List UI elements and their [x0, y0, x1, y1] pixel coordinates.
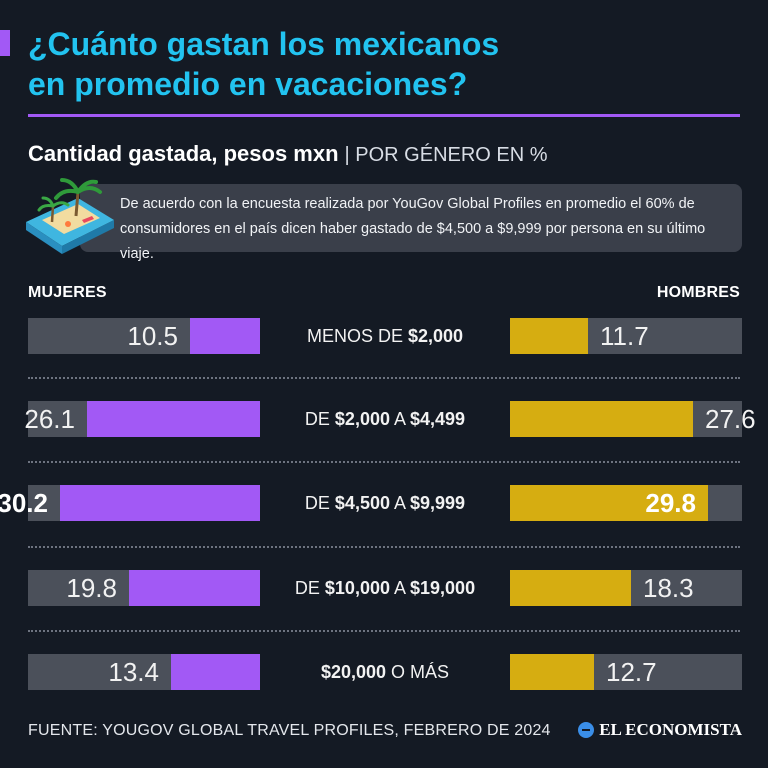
category-label: DE $2,000 A $4,499	[260, 401, 510, 437]
category-amount-to: $4,499	[410, 409, 466, 429]
chart-subtitle: Cantidad gastada, pesos mxn | POR GÉNERO …	[28, 140, 548, 169]
title-divider	[28, 114, 740, 117]
women-bar	[87, 401, 260, 437]
men-value: 29.8	[645, 488, 696, 518]
category-connector: O MÁS	[386, 662, 450, 682]
survey-note-text: De acuerdo con la encuesta realizada por…	[120, 196, 706, 262]
men-bar	[510, 318, 588, 354]
subtitle-main: Cantidad gastada, pesos mxn	[28, 141, 339, 166]
logo-text: EL ECONOMISTA	[599, 720, 742, 739]
row-divider	[28, 546, 740, 548]
men-bar	[510, 485, 708, 521]
title-accent-bar	[0, 30, 10, 56]
survey-note: De acuerdo con la encuesta realizada por…	[80, 184, 742, 262]
women-track: 30.2	[0, 485, 260, 521]
title-line-2: en promedio en vacaciones?	[28, 66, 468, 102]
women-bar	[129, 570, 260, 606]
category-label: MENOS DE $2,000	[260, 318, 510, 354]
category-amount-from: $4,500	[334, 493, 390, 513]
category-prefix: DE	[304, 493, 335, 513]
category-amount-from: $20,000	[320, 662, 387, 682]
men-value: 18.3	[643, 573, 694, 603]
women-value: 10.5	[127, 321, 178, 351]
category-amount-from: $10,000	[324, 578, 390, 598]
category-amount-to: $9,999	[410, 493, 466, 513]
women-value: 19.8	[66, 573, 117, 603]
logo-icon	[578, 722, 595, 738]
men-track: 29.8	[510, 485, 742, 521]
women-value: 26.1	[24, 404, 75, 434]
men-value: 12.7	[606, 657, 657, 687]
men-track: 11.7	[510, 318, 742, 354]
women-column-header: MUJERES	[28, 284, 107, 301]
category-prefix: MENOS DE	[306, 326, 408, 346]
subtitle-secondary: | POR GÉNERO EN %	[344, 144, 548, 166]
chart-row: 26.1 DE $2,000 A $4,499 27.6	[0, 401, 768, 437]
women-track: 10.5	[28, 318, 260, 354]
category-prefix: DE	[294, 578, 325, 598]
women-value: 13.4	[108, 657, 159, 687]
men-bar	[510, 654, 594, 690]
chart-row: 19.8 DE $10,000 A $19,000 18.3	[0, 570, 768, 606]
row-divider	[28, 630, 740, 632]
page-title: ¿Cuánto gastan los mexicanos en promedio…	[28, 24, 499, 104]
men-column-header: HOMBRES	[656, 284, 740, 301]
category-amount-to: $19,000	[410, 578, 476, 598]
chart-row: 13.4 $20,000 O MÁS 12.7	[0, 654, 768, 690]
category-connector: A	[389, 409, 411, 429]
title-line-1: ¿Cuánto gastan los mexicanos	[28, 26, 500, 62]
chart-row: 30.2 DE $4,500 A $9,999 29.8	[0, 485, 768, 521]
men-track: 27.6	[510, 401, 756, 437]
chart-row: 10.5 MENOS DE $2,000 11.7	[0, 318, 768, 354]
women-value: 30.2	[0, 488, 48, 518]
publisher-logo: EL ECONOMISTA	[578, 720, 742, 740]
women-bar	[190, 318, 260, 354]
women-track: 13.4	[28, 654, 260, 690]
category-label: DE $4,500 A $9,999	[260, 485, 510, 521]
beach-island-icon	[26, 178, 114, 254]
men-value: 11.7	[600, 321, 649, 351]
women-track: 19.8	[28, 570, 260, 606]
men-bar	[510, 570, 631, 606]
women-bar	[171, 654, 260, 690]
category-prefix: DE	[304, 409, 335, 429]
women-bar	[60, 485, 260, 521]
women-track: 26.1	[24, 401, 260, 437]
row-divider	[28, 461, 740, 463]
row-divider	[28, 377, 740, 379]
category-label: $20,000 O MÁS	[260, 654, 510, 690]
category-amount-from: $2,000	[334, 409, 390, 429]
category-label: DE $10,000 A $19,000	[260, 570, 510, 606]
men-track: 12.7	[510, 654, 742, 690]
category-connector: A	[389, 493, 411, 513]
category-amount-from: $2,000	[407, 326, 464, 346]
men-track: 18.3	[510, 570, 742, 606]
men-value: 27.6	[705, 404, 756, 434]
men-bar	[510, 401, 693, 437]
category-connector: A	[389, 578, 411, 598]
source-note: FUENTE: YOUGOV GLOBAL TRAVEL PROFILES, F…	[28, 722, 551, 739]
